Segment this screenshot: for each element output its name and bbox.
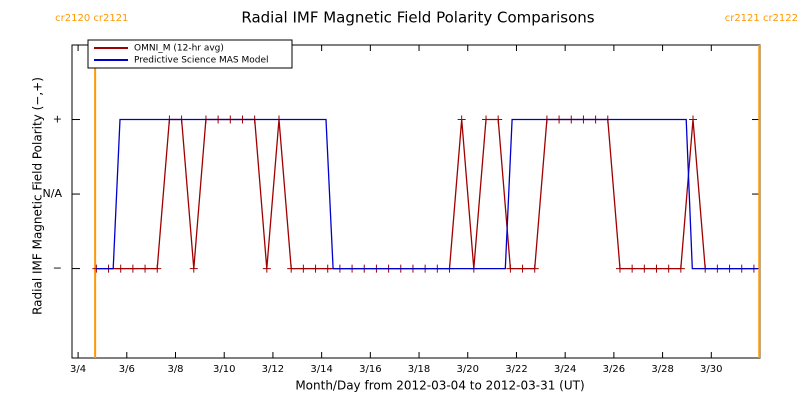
- series-marker: [287, 264, 296, 273]
- x-tick-label: 3/22: [505, 364, 527, 375]
- legend-label: OMNI_M (12-hr avg): [134, 44, 224, 54]
- series-marker: [628, 264, 637, 273]
- plot-frame: [71, 44, 761, 359]
- chart-title: Radial IMF Magnetic Field Polarity Compa…: [241, 9, 594, 27]
- rotation-label: cr2121 cr2122: [725, 13, 798, 24]
- series-marker: [323, 264, 332, 273]
- series-marker: [189, 264, 198, 273]
- legend-label: Predictive Science MAS Model: [134, 56, 269, 66]
- series-marker: [482, 115, 491, 124]
- series-marker: [128, 264, 137, 273]
- series-line: [96, 118, 754, 270]
- x-tick-label: 3/20: [457, 364, 479, 375]
- series-marker: [615, 264, 624, 273]
- x-tick-label: 3/26: [603, 364, 625, 375]
- x-tick-label: 3/24: [554, 364, 576, 375]
- x-tick-label: 3/14: [310, 364, 332, 375]
- y-tick-label: −: [53, 262, 62, 275]
- series-marker: [494, 115, 503, 124]
- series-marker: [640, 264, 649, 273]
- series-marker: [506, 264, 515, 273]
- series-marker: [262, 264, 271, 273]
- x-tick-label: 3/18: [408, 364, 430, 375]
- series-marker: [457, 115, 466, 124]
- series-marker: [311, 264, 320, 273]
- series-marker: [518, 264, 527, 273]
- x-tick-label: 3/8: [167, 364, 183, 375]
- y-tick-label: +: [53, 113, 62, 126]
- series-marker: [652, 264, 661, 273]
- x-tick-label: 3/4: [70, 364, 86, 375]
- x-tick-label: 3/28: [651, 364, 673, 375]
- series-marker: [153, 264, 162, 273]
- series-marker: [689, 115, 698, 124]
- series-marker: [676, 264, 685, 273]
- legend-box: [87, 39, 293, 69]
- x-tick-label: 3/30: [700, 364, 722, 375]
- series-line: [96, 118, 759, 270]
- rotation-label: cr2120 cr2121: [55, 13, 128, 24]
- y-tick-label: N/A: [43, 187, 63, 200]
- series-marker: [299, 264, 308, 273]
- series-marker: [530, 264, 539, 273]
- x-tick-label: 3/6: [119, 364, 135, 375]
- series-marker: [141, 264, 150, 273]
- series-marker: [116, 264, 125, 273]
- x-tick-label: 3/10: [213, 364, 235, 375]
- series-marker: [664, 264, 673, 273]
- x-axis-label: Month/Day from 2012-03-04 to 2012-03-31 …: [295, 379, 584, 393]
- y-axis-label: Radial IMF Magnetic Field Polarity (−,+): [31, 77, 45, 315]
- x-tick-label: 3/16: [359, 364, 381, 375]
- x-tick-label: 3/12: [262, 364, 284, 375]
